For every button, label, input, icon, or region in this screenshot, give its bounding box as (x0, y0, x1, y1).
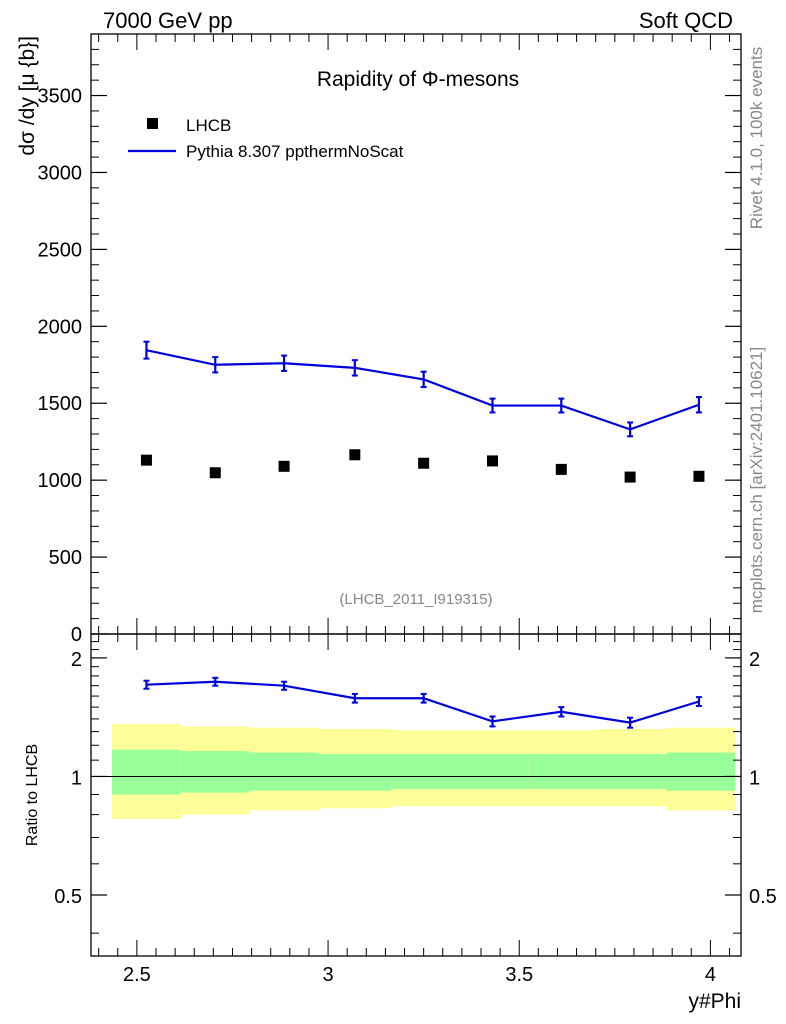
legend: LHCB Pythia 8.307 ppthermNoScat (128, 116, 404, 161)
main-title: Rapidity of Φ-mesons (317, 68, 519, 91)
ratio-xlabel: y#Phi (688, 990, 741, 1013)
lhcb-data-point (140, 454, 152, 466)
y-tick-label: 1500 (38, 393, 83, 415)
lhcb-data-point (486, 455, 498, 467)
ratio-y-tick-label: 0.5 (54, 886, 82, 908)
ratio-ticks: 0.5 0.5 1 1 2 2 2.5 3 3.5 4 (54, 634, 777, 986)
ratio-bands (91, 723, 741, 819)
y-tick-label: 3500 (38, 86, 83, 108)
y-tick-label: 1000 (38, 470, 83, 492)
y-tick-label: 2500 (38, 239, 83, 261)
y-tick-label: 3000 (38, 162, 83, 184)
legend-label-pythia: Pythia 8.307 ppthermNoScat (186, 142, 404, 161)
ratio-y-tick-label-right: 2 (749, 649, 760, 671)
ratio-y-tick-label-right: 1 (749, 767, 760, 789)
mcplots-label: mcplots.cern.ch [arXiv:2401.10621] (747, 347, 766, 613)
y-tick-label: 2000 (38, 316, 83, 338)
lhcb-data-point (209, 467, 221, 479)
lhcb-data-point (278, 460, 290, 472)
band-inner-bin (597, 754, 667, 789)
band-inner-bin (391, 754, 460, 789)
main-ylabel: dσ /dy [μ {b}] (16, 36, 39, 156)
x-tick-label: 3.5 (505, 964, 533, 986)
band-inner-bin (112, 749, 181, 795)
legend-marker-lhcb (147, 118, 158, 129)
band-inner-bin (180, 751, 250, 793)
header-right: Soft QCD (639, 8, 733, 33)
main-marks (140, 340, 705, 483)
band-inner-bin (528, 754, 598, 789)
analysis-watermark: (LHCB_2011_I919315) (339, 591, 492, 608)
header-left: 7000 GeV pp (103, 8, 233, 33)
band-inner-bin (666, 752, 736, 791)
x-tick-label: 2.5 (123, 964, 151, 986)
pythia-line (146, 349, 700, 431)
ratio-frame (90, 633, 742, 957)
rivet-label: Rivet 4.1.0, 100k events (747, 47, 766, 229)
lhcb-data-point (624, 471, 636, 483)
y-tick-label: 500 (49, 547, 82, 569)
lhcb-data-point (349, 449, 361, 461)
x-tick-label: 4 (705, 964, 716, 986)
x-tick-label: 3 (322, 964, 333, 986)
main-ticks: 0 500 1000 1500 2000 2500 3000 3500 (38, 33, 741, 646)
lhcb-data-point (693, 470, 705, 482)
lhcb-data-point (555, 463, 567, 475)
lhcb-data-point (418, 457, 430, 469)
ratio-y-tick-label-right: 0.5 (749, 886, 777, 908)
ratio-marks (143, 676, 702, 729)
band-inner-bin (249, 752, 319, 791)
ratio-y-tick-label: 2 (71, 649, 82, 671)
y-tick-label: 0 (71, 624, 82, 646)
legend-label-lhcb: LHCB (186, 116, 231, 135)
ratio-y-tick-label: 1 (71, 767, 82, 789)
band-inner-bin (459, 754, 529, 789)
ratio-ylabel: Ratio to LHCB (24, 744, 41, 846)
band-inner-bin (318, 754, 392, 791)
